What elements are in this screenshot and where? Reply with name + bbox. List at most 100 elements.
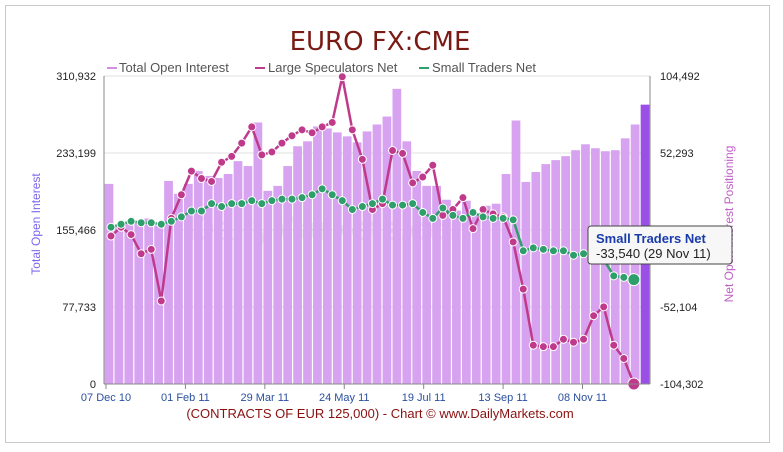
small-traders-point[interactable] (558, 246, 568, 256)
large-speculators-point[interactable] (146, 244, 156, 254)
bar-total-open-interest[interactable] (600, 151, 610, 384)
large-speculators-point[interactable] (126, 230, 136, 240)
bar-total-open-interest[interactable] (521, 181, 531, 384)
small-traders-point[interactable] (388, 200, 398, 210)
large-speculators-point[interactable] (599, 302, 609, 312)
small-traders-point[interactable] (579, 249, 589, 259)
bar-total-open-interest[interactable] (144, 218, 154, 384)
large-speculators-point[interactable] (619, 353, 629, 363)
bar-total-open-interest[interactable] (332, 132, 342, 384)
bar-total-open-interest[interactable] (124, 222, 134, 384)
legend-item-total-open-interest[interactable]: Total Open Interest (107, 60, 229, 75)
line-small-traders[interactable] (106, 184, 641, 287)
large-speculators-point[interactable] (468, 224, 478, 234)
small-traders-point[interactable] (126, 216, 136, 226)
bar-total-open-interest[interactable] (442, 199, 451, 384)
small-traders-point[interactable] (508, 215, 518, 225)
small-traders-point[interactable] (448, 210, 458, 220)
bar-total-open-interest[interactable] (323, 128, 332, 384)
large-speculators-point[interactable] (408, 178, 418, 188)
bar-total-open-interest[interactable] (610, 150, 620, 384)
large-speculators-point[interactable] (217, 157, 227, 167)
bar-total-open-interest[interactable] (223, 173, 233, 384)
large-speculators-point[interactable] (186, 166, 196, 176)
small-traders-point[interactable] (408, 199, 418, 209)
bar-total-open-interest[interactable] (412, 171, 422, 384)
bar-total-open-interest[interactable] (392, 88, 402, 384)
small-traders-point[interactable] (458, 213, 468, 223)
large-speculators-point[interactable] (478, 204, 488, 214)
bar-total-open-interest[interactable] (164, 180, 173, 384)
small-traders-point[interactable] (146, 218, 156, 228)
large-speculators-point[interactable] (508, 237, 518, 247)
bar-total-open-interest[interactable] (541, 164, 551, 384)
small-traders-point[interactable] (548, 246, 558, 256)
legend-item-large-speculators[interactable]: Large Speculators Net (255, 60, 398, 75)
large-speculators-point[interactable] (347, 125, 357, 135)
large-speculators-point[interactable] (357, 154, 367, 164)
small-traders-point[interactable] (468, 207, 478, 217)
large-speculators-point[interactable] (558, 334, 568, 344)
large-speculators-point[interactable] (257, 150, 267, 160)
large-speculators-point[interactable] (579, 334, 589, 344)
small-traders-point[interactable] (267, 196, 277, 206)
bar-total-open-interest[interactable] (352, 142, 362, 384)
small-traders-point[interactable] (418, 207, 428, 217)
bar-total-open-interest[interactable] (531, 172, 541, 384)
bar-total-open-interest[interactable] (372, 124, 382, 385)
bar-total-open-interest[interactable] (342, 136, 352, 384)
small-traders-point[interactable] (428, 213, 438, 223)
small-traders-point[interactable] (317, 184, 327, 194)
bar-total-open-interest[interactable] (452, 210, 461, 384)
large-speculators-point[interactable] (267, 147, 277, 157)
bar-total-open-interest[interactable] (571, 150, 580, 384)
bar-total-open-interest[interactable] (154, 225, 163, 384)
large-speculators-point[interactable] (548, 342, 558, 352)
large-speculators-point[interactable] (176, 190, 186, 200)
small-traders-point[interactable] (569, 250, 579, 260)
large-speculators-point[interactable] (327, 117, 337, 127)
small-traders-point[interactable] (237, 199, 247, 209)
small-traders-point[interactable] (398, 200, 408, 210)
bar-total-open-interest[interactable] (243, 166, 253, 384)
small-traders-point[interactable] (367, 199, 377, 209)
small-traders-point[interactable] (156, 219, 166, 229)
large-speculators-point[interactable] (569, 337, 579, 347)
small-traders-point[interactable] (518, 246, 528, 256)
large-speculators-point[interactable] (428, 160, 438, 170)
small-traders-point[interactable] (438, 203, 448, 213)
large-speculators-point[interactable] (398, 148, 408, 158)
large-speculators-point[interactable] (247, 122, 257, 132)
bar-total-open-interest[interactable] (402, 141, 412, 384)
bar-total-open-interest[interactable] (184, 183, 193, 384)
bar-total-open-interest[interactable] (362, 131, 372, 384)
bar-total-open-interest[interactable] (382, 116, 392, 384)
bar-total-open-interest[interactable] (561, 156, 570, 384)
small-traders-point[interactable] (538, 244, 548, 254)
small-traders-point[interactable] (498, 213, 508, 223)
large-speculators-point[interactable] (287, 131, 297, 141)
legend-item-small-traders[interactable]: Small Traders Net (419, 60, 536, 75)
bar-total-open-interest[interactable] (203, 175, 213, 384)
large-speculators-point[interactable] (207, 176, 217, 186)
bar-total-open-interest[interactable] (422, 185, 431, 384)
bar-total-open-interest[interactable] (313, 126, 322, 385)
small-traders-point[interactable] (136, 218, 146, 228)
large-speculators-point[interactable] (237, 138, 247, 148)
bar-total-open-interest[interactable] (273, 185, 283, 384)
bar-total-open-interest[interactable] (591, 148, 600, 384)
bar-total-open-interest[interactable] (501, 173, 511, 384)
bar-total-open-interest[interactable] (481, 205, 491, 384)
large-speculators-point[interactable] (589, 311, 599, 321)
small-traders-point[interactable] (528, 243, 538, 253)
large-speculators-point[interactable] (136, 249, 146, 259)
bar-total-open-interest[interactable] (213, 177, 223, 384)
bar-total-open-interest[interactable] (263, 190, 273, 384)
small-traders-point[interactable] (166, 216, 176, 226)
large-speculators-point[interactable] (418, 172, 428, 182)
bar-total-open-interest[interactable] (303, 141, 312, 384)
small-traders-point[interactable] (116, 219, 126, 229)
small-traders-point[interactable] (377, 194, 387, 204)
bar-total-open-interest[interactable] (193, 171, 203, 384)
large-speculators-point[interactable] (518, 284, 528, 294)
